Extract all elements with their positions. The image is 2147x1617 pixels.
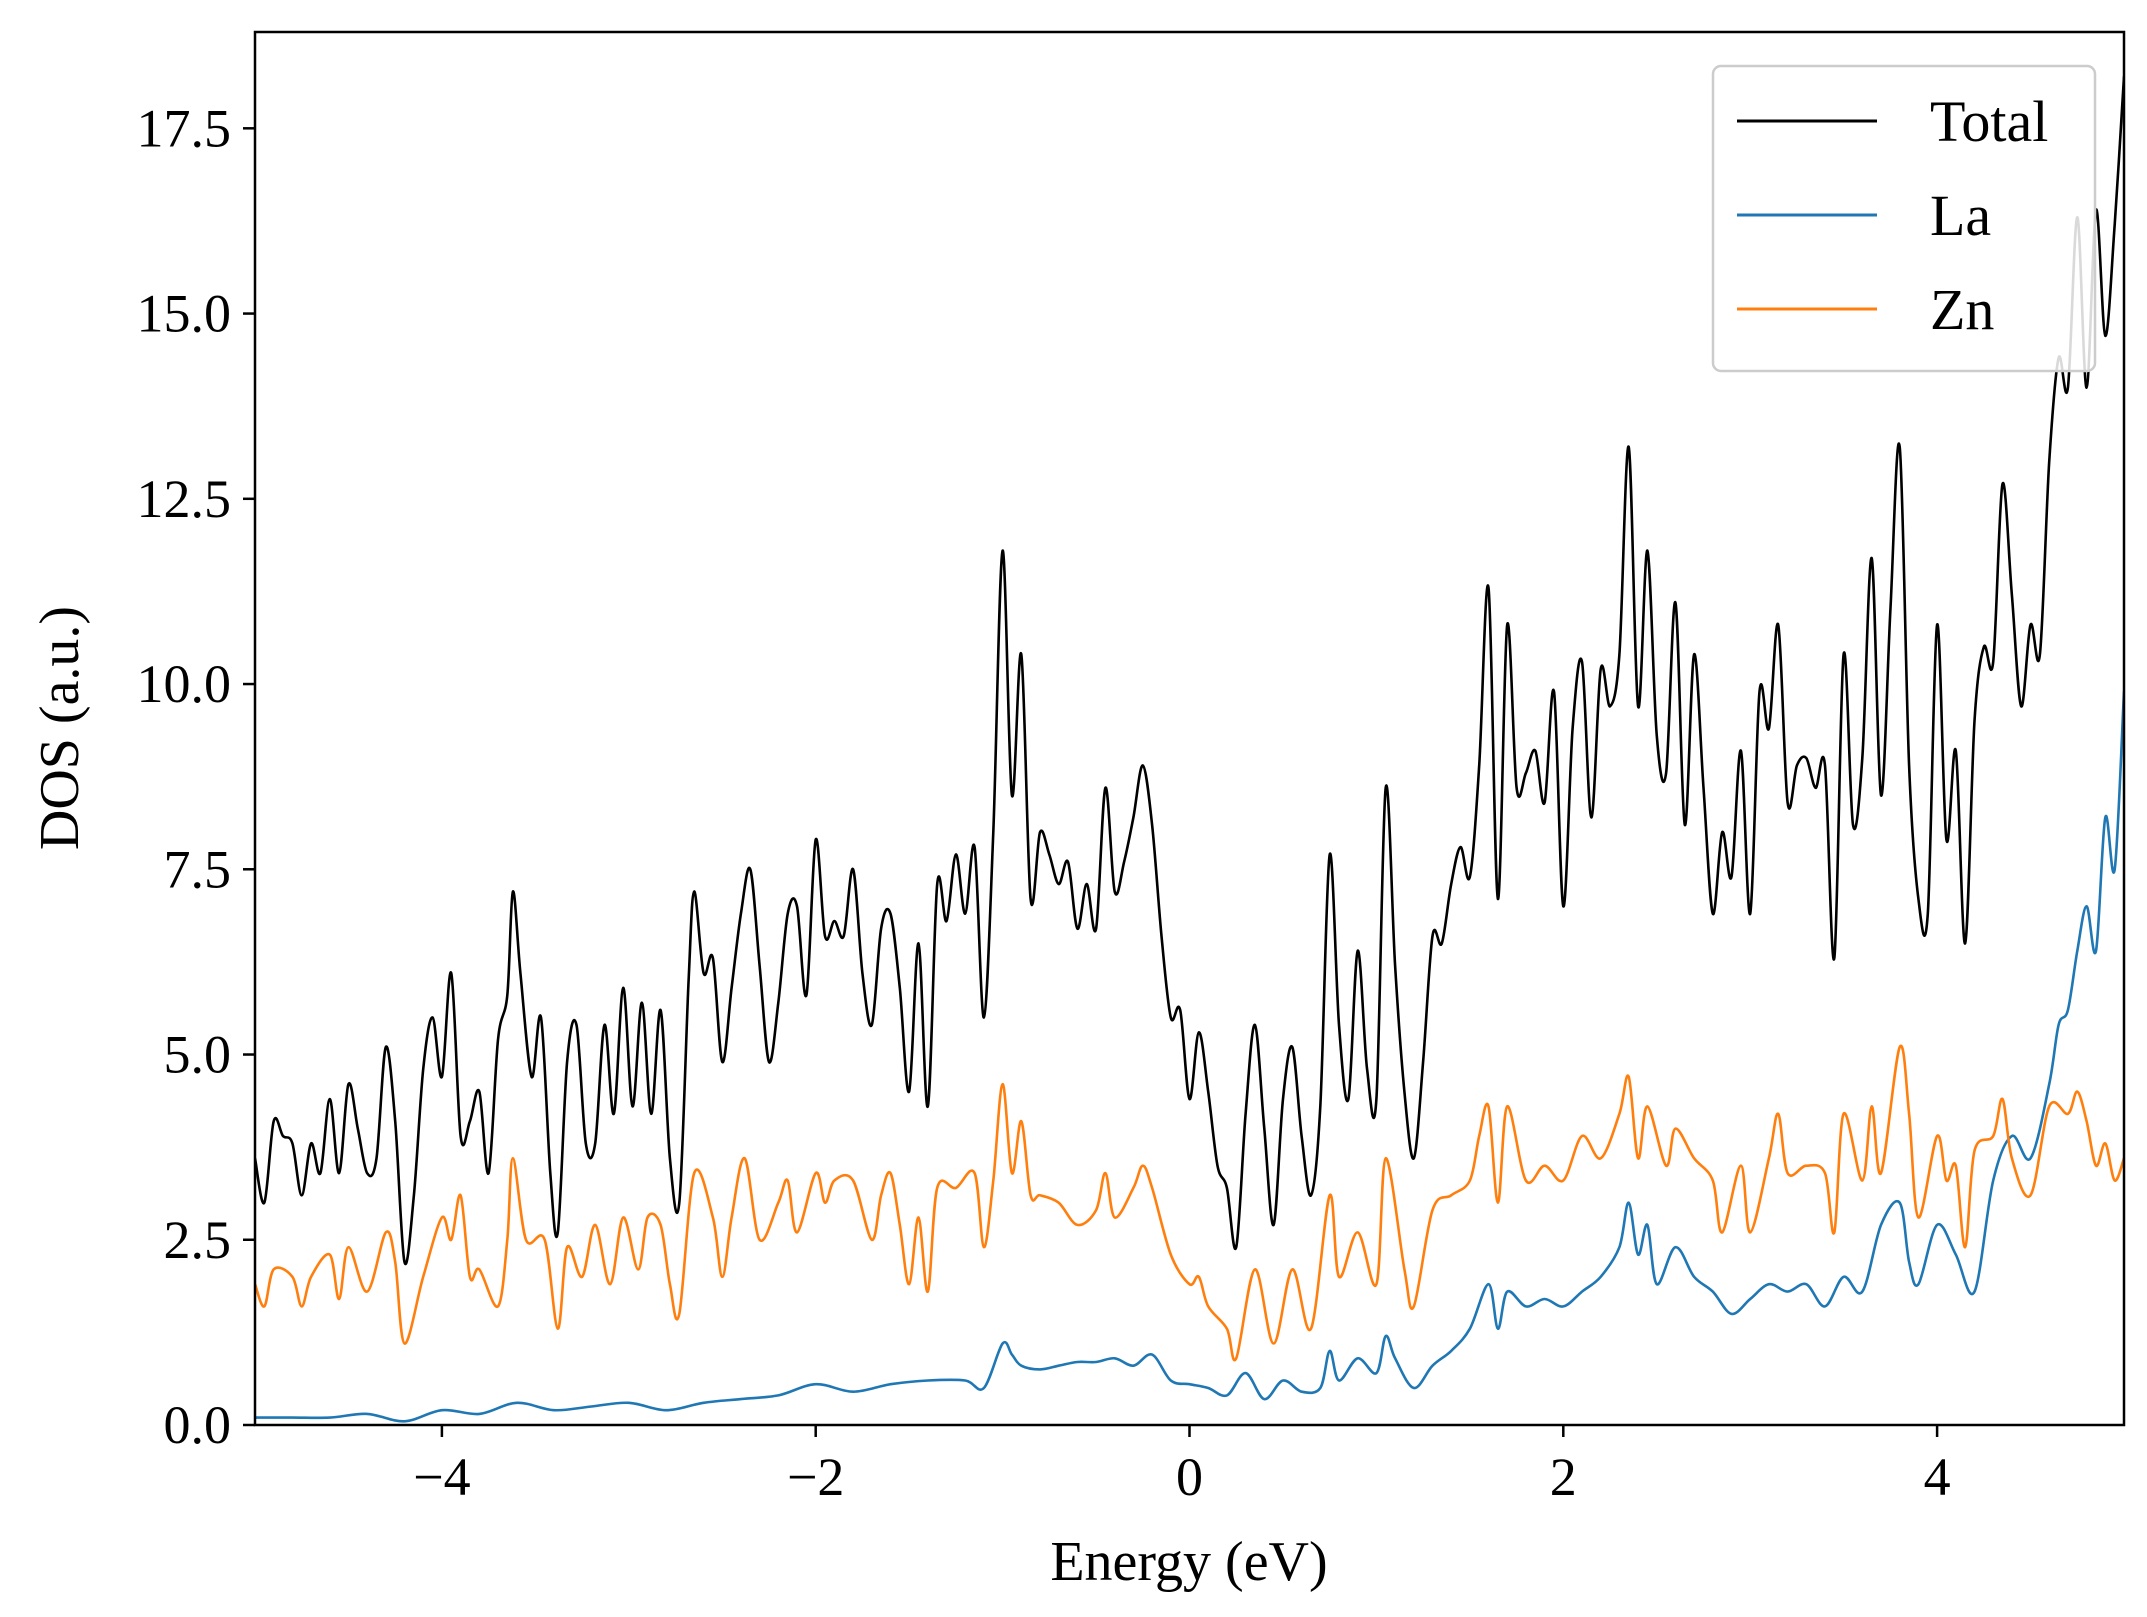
y-tick-label: 7.5 <box>164 839 232 899</box>
series-line-la <box>255 691 2124 1423</box>
y-axis-label: DOS (a.u.) <box>29 606 91 850</box>
legend: Total La Zn <box>1711 64 2097 373</box>
legend-label-total: Total <box>1930 89 2048 154</box>
x-tick-label: 4 <box>1924 1447 1951 1507</box>
x-tick-label: 2 <box>1550 1447 1577 1507</box>
x-tick-label: 0 <box>1176 1447 1203 1507</box>
series-line-total <box>255 76 2124 1266</box>
legend-box <box>1711 64 2097 373</box>
y-tick-label: 10.0 <box>137 654 232 714</box>
series-lines <box>255 76 2124 1423</box>
x-axis-label: Energy (eV) <box>1050 1531 1327 1593</box>
x-tick-label: −4 <box>413 1447 470 1507</box>
y-tick-label: 2.5 <box>164 1210 232 1270</box>
series-line-zn <box>255 1044 2124 1362</box>
y-tick-label: 17.5 <box>137 98 232 158</box>
y-tick-label: 5.0 <box>164 1025 232 1085</box>
x-axis-ticks: −4 −2 0 2 4 <box>413 1425 1951 1507</box>
y-axis-ticks: 0.0 2.5 5.0 7.5 10.0 12.5 15.0 17.5 <box>137 98 255 1455</box>
x-tick-label: −2 <box>787 1447 844 1507</box>
y-tick-label: 12.5 <box>137 469 232 529</box>
y-tick-label: 15.0 <box>137 284 232 344</box>
legend-label-la: La <box>1930 183 1991 248</box>
y-tick-label: 0.0 <box>164 1395 232 1455</box>
legend-label-zn: Zn <box>1930 277 1994 342</box>
